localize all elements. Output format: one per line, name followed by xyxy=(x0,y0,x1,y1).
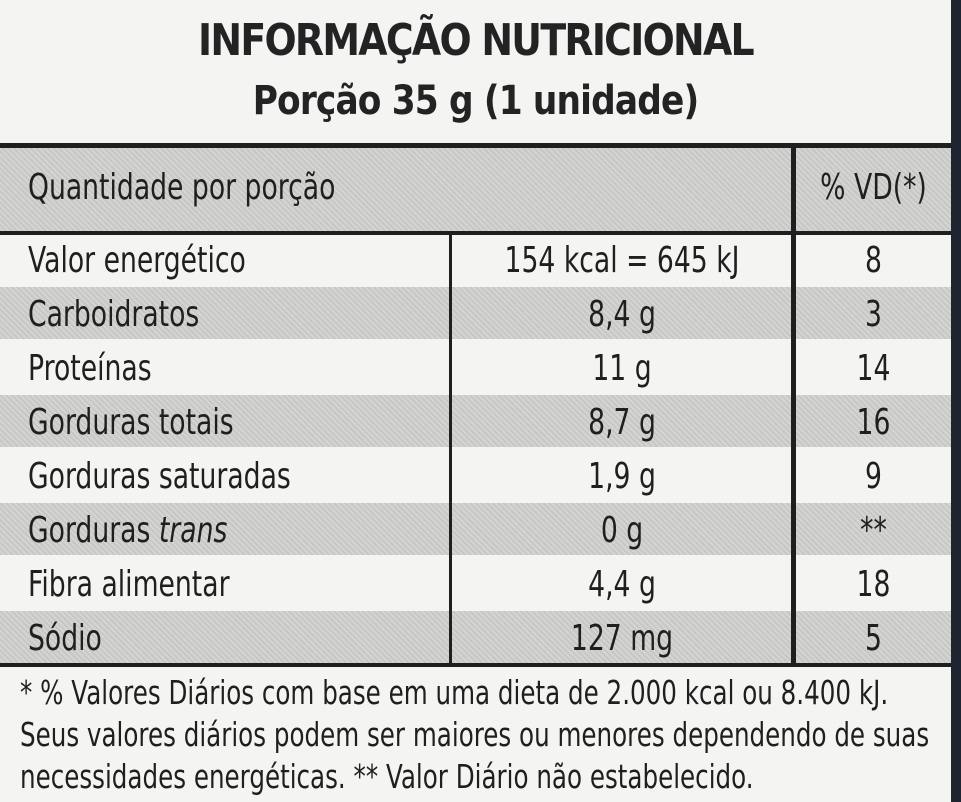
nutrient-amount: 0 g xyxy=(600,510,644,551)
nutrient-amount: 8,7 g xyxy=(588,402,656,443)
nutrient-name: Carboidratos xyxy=(28,294,200,335)
package-edge xyxy=(951,0,961,802)
amount-column-divider xyxy=(449,235,452,663)
nutrient-dv: 8 xyxy=(865,240,882,281)
nutrient-name-prefix: Gorduras xyxy=(28,510,159,551)
nutrient-amount: 1,9 g xyxy=(588,456,656,497)
dv-column-divider xyxy=(791,148,796,663)
nutrient-dv: 16 xyxy=(856,402,891,443)
table-bottom-rule xyxy=(0,663,951,667)
serving-size: Porção 35 g (1 unidade) xyxy=(252,78,699,124)
nutrient-dv: 3 xyxy=(865,294,882,335)
label-title: INFORMAÇÃO NUTRICIONAL xyxy=(198,15,755,66)
nutrient-dv: 14 xyxy=(856,348,891,389)
footnote-line: Seus valores diários podem ser maiores o… xyxy=(20,715,930,754)
footnote-line: * % Valores Diários com base em uma diet… xyxy=(20,673,889,712)
nutrient-dv: 5 xyxy=(865,618,882,659)
nutrient-amount: 127 mg xyxy=(570,618,674,659)
footnote: * % Valores Diários com base em uma diet… xyxy=(20,672,944,798)
nutrient-name: Sódio xyxy=(28,618,102,659)
nutrient-name: Gorduras totais xyxy=(28,402,234,443)
nutrient-dv: 9 xyxy=(865,456,882,497)
row-band-sodio xyxy=(0,611,951,663)
daily-value-header: % VD(*) xyxy=(820,167,927,208)
nutrient-name-italic: trans xyxy=(158,510,228,551)
nutrient-name: Fibra alimentar xyxy=(28,564,230,605)
nutrient-name: Proteínas xyxy=(28,348,152,389)
nutrient-name: Gorduras saturadas xyxy=(28,456,291,497)
nutrient-amount: 4,4 g xyxy=(588,564,656,605)
nutrient-name: Valor energético xyxy=(28,240,246,281)
nutrient-amount: 8,4 g xyxy=(588,294,656,335)
header-top-rule xyxy=(0,143,951,148)
footnote-line: necessidades energéticas. ** Valor Diári… xyxy=(20,757,754,796)
nutrient-amount: 11 g xyxy=(592,348,652,389)
nutrient-dv: 18 xyxy=(856,564,891,605)
header-bottom-rule xyxy=(0,231,951,235)
quantity-per-serving-label: Quantidade por porção xyxy=(28,167,336,208)
nutrient-name: Gorduras trans xyxy=(28,505,227,557)
label-header: INFORMAÇÃO NUTRICIONAL Porção 35 g (1 un… xyxy=(0,0,951,146)
nutrient-dv: ** xyxy=(860,510,887,551)
nutrient-amount: 154 kcal = 645 kJ xyxy=(504,240,740,281)
